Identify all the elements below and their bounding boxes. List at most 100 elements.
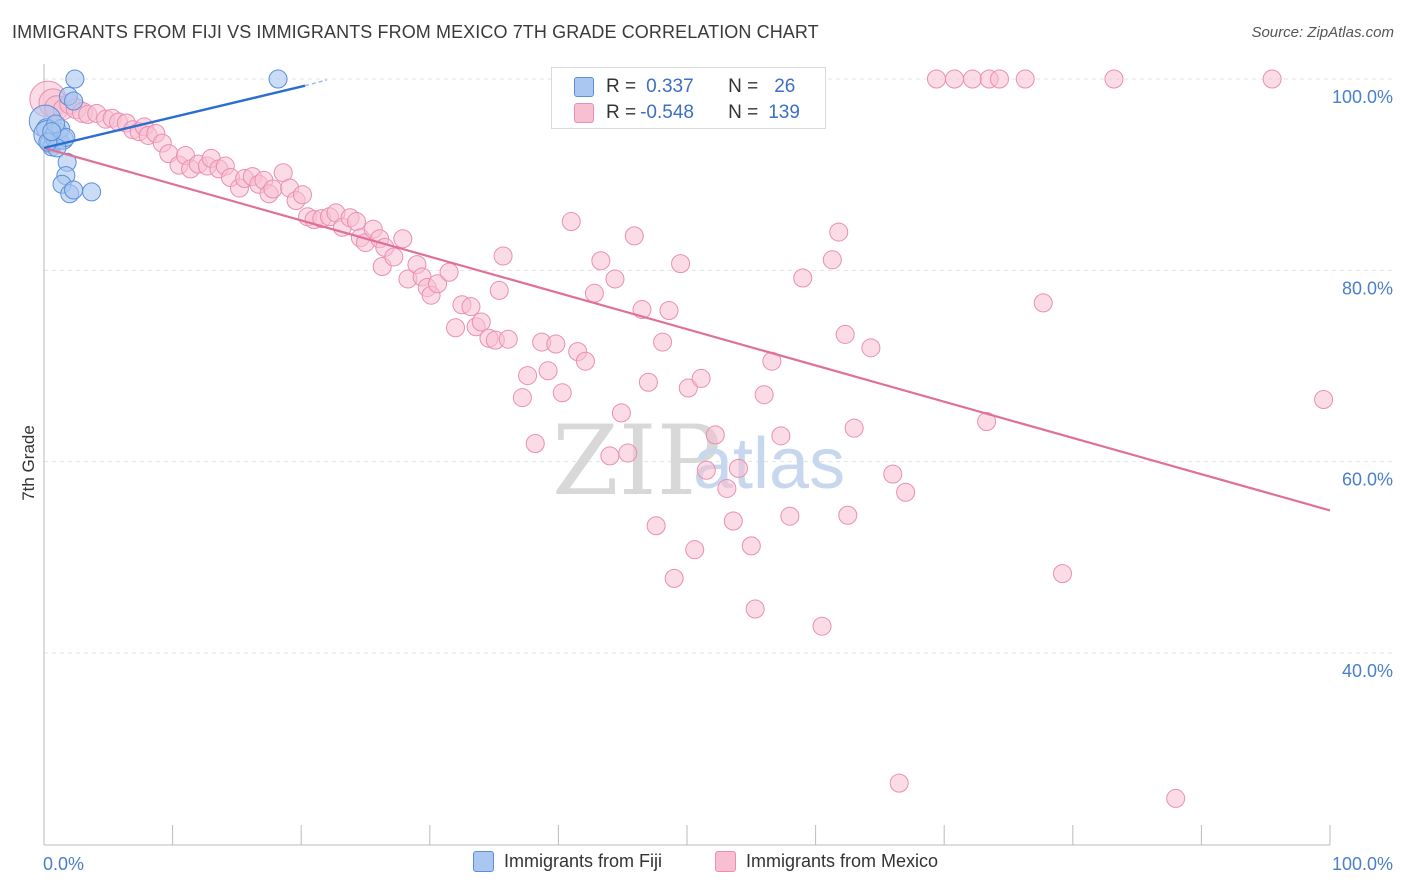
- mexico-point: [1104, 69, 1124, 89]
- mexico-point: [844, 418, 864, 438]
- axes: [43, 64, 1331, 846]
- watermark-zip: ZIP: [552, 405, 721, 517]
- fiji-point: [42, 122, 62, 142]
- mexico-point: [498, 329, 518, 349]
- mexico-point: [561, 212, 581, 232]
- y-axis-label: 7th Grade: [19, 425, 38, 501]
- mexico-point: [638, 372, 658, 392]
- mexico-point: [446, 318, 466, 338]
- mexico-point: [664, 568, 684, 588]
- mexico-point: [705, 425, 725, 445]
- mexico-point: [624, 226, 644, 246]
- mexico-point: [428, 274, 448, 294]
- mexico-point: [989, 69, 1009, 89]
- legend-row-mexico: R = -0.548 N = 139: [574, 99, 800, 127]
- mexico-point: [1033, 293, 1053, 313]
- mexico-point: [346, 212, 366, 232]
- mexico-point: [822, 250, 842, 270]
- mexico-point: [723, 511, 743, 531]
- mexico-point: [659, 301, 679, 321]
- mexico-point: [861, 338, 881, 358]
- n-label: N =: [728, 76, 759, 97]
- mexico-point: [728, 458, 748, 478]
- y-tick-label: 60.0%: [1342, 470, 1393, 490]
- stats-legend: R = 0.337 N = 26 R = -0.548 N = 139: [551, 67, 826, 129]
- mexico-point: [605, 269, 625, 289]
- fiji-trend-line: [43, 84, 306, 150]
- mexico-point: [1053, 564, 1073, 584]
- mexico-point: [471, 312, 491, 332]
- mexico-point: [538, 361, 558, 381]
- grid-lines: [44, 78, 1392, 654]
- mexico-legend-swatch: [715, 851, 736, 872]
- mexico-point: [812, 616, 832, 636]
- mexico-point: [678, 378, 698, 398]
- mexico-point: [977, 411, 997, 431]
- n-value: 26: [774, 76, 796, 97]
- mexico-point: [461, 297, 481, 317]
- legend-label-mexico: Immigrants from Mexico: [746, 851, 939, 871]
- fiji-point: [64, 91, 84, 111]
- y-tick-label: 40.0%: [1342, 661, 1393, 681]
- x-tick-label: 0.0%: [43, 854, 84, 874]
- mexico-point: [393, 229, 413, 249]
- fiji-legend-swatch: [473, 851, 494, 872]
- mexico-point: [962, 69, 982, 89]
- legend-item-fiji[interactable]: Immigrants from Fiji: [473, 851, 662, 872]
- fiji-swatch: [574, 77, 594, 97]
- legend-row-fiji: R = 0.337 N = 26: [574, 73, 795, 101]
- y-tick-label: 80.0%: [1342, 278, 1393, 298]
- mexico-point: [717, 478, 737, 498]
- mexico-point: [838, 505, 858, 525]
- mexico-point: [439, 262, 459, 282]
- mexico-trend-line: [43, 146, 1331, 512]
- mexico-point: [883, 464, 903, 484]
- mexico-series-points: [29, 69, 1334, 808]
- mexico-point: [745, 599, 765, 619]
- mexico-point: [618, 443, 638, 463]
- mexico-point: [696, 460, 716, 480]
- mexico-point: [653, 332, 673, 352]
- mexico-point: [741, 536, 761, 556]
- mexico-point: [611, 403, 631, 423]
- mexico-point: [1314, 389, 1334, 409]
- fiji-point: [65, 69, 85, 89]
- fiji-trend-extension: [304, 79, 328, 87]
- mexico-point: [591, 251, 611, 271]
- tick-labels: 40.0% 60.0% 80.0% 100.0% 0.0% 100.0%: [43, 87, 1393, 874]
- legend-item-mexico[interactable]: Immigrants from Mexico: [715, 851, 938, 872]
- mexico-point: [754, 385, 774, 405]
- n-label: N =: [728, 102, 759, 123]
- mexico-point: [1262, 69, 1282, 89]
- mexico-point: [493, 246, 513, 266]
- mexico-point: [384, 247, 404, 267]
- r-value: -0.548: [640, 102, 694, 123]
- mexico-swatch: [574, 103, 594, 123]
- mexico-point: [489, 280, 509, 300]
- n-value: 139: [768, 102, 800, 123]
- legend-label-fiji: Immigrants from Fiji: [504, 851, 663, 871]
- mexico-point: [575, 351, 595, 371]
- mexico-point: [771, 426, 791, 446]
- r-value: 0.337: [646, 76, 694, 97]
- fiji-series-points: [28, 69, 288, 204]
- series-legend: Immigrants from Fiji Immigrants from Mex…: [0, 851, 1406, 879]
- mexico-point: [671, 254, 691, 274]
- mexico-point: [1166, 788, 1186, 808]
- mexico-point: [926, 69, 946, 89]
- trend-lines: [43, 79, 1331, 512]
- mexico-point: [552, 383, 572, 403]
- mexico-point: [512, 388, 532, 408]
- mexico-point: [944, 69, 964, 89]
- mexico-point: [780, 506, 800, 526]
- chart-title: IMMIGRANTS FROM FIJI VS IMMIGRANTS FROM …: [12, 22, 819, 42]
- mexico-point: [292, 185, 312, 205]
- r-label: R =: [606, 102, 637, 123]
- mexico-point: [525, 433, 545, 453]
- source-label: Source: ZipAtlas.com: [1251, 24, 1394, 41]
- mexico-point: [632, 300, 652, 320]
- mexico-point: [691, 368, 711, 388]
- mexico-point: [546, 334, 566, 354]
- mexico-point: [1015, 69, 1035, 89]
